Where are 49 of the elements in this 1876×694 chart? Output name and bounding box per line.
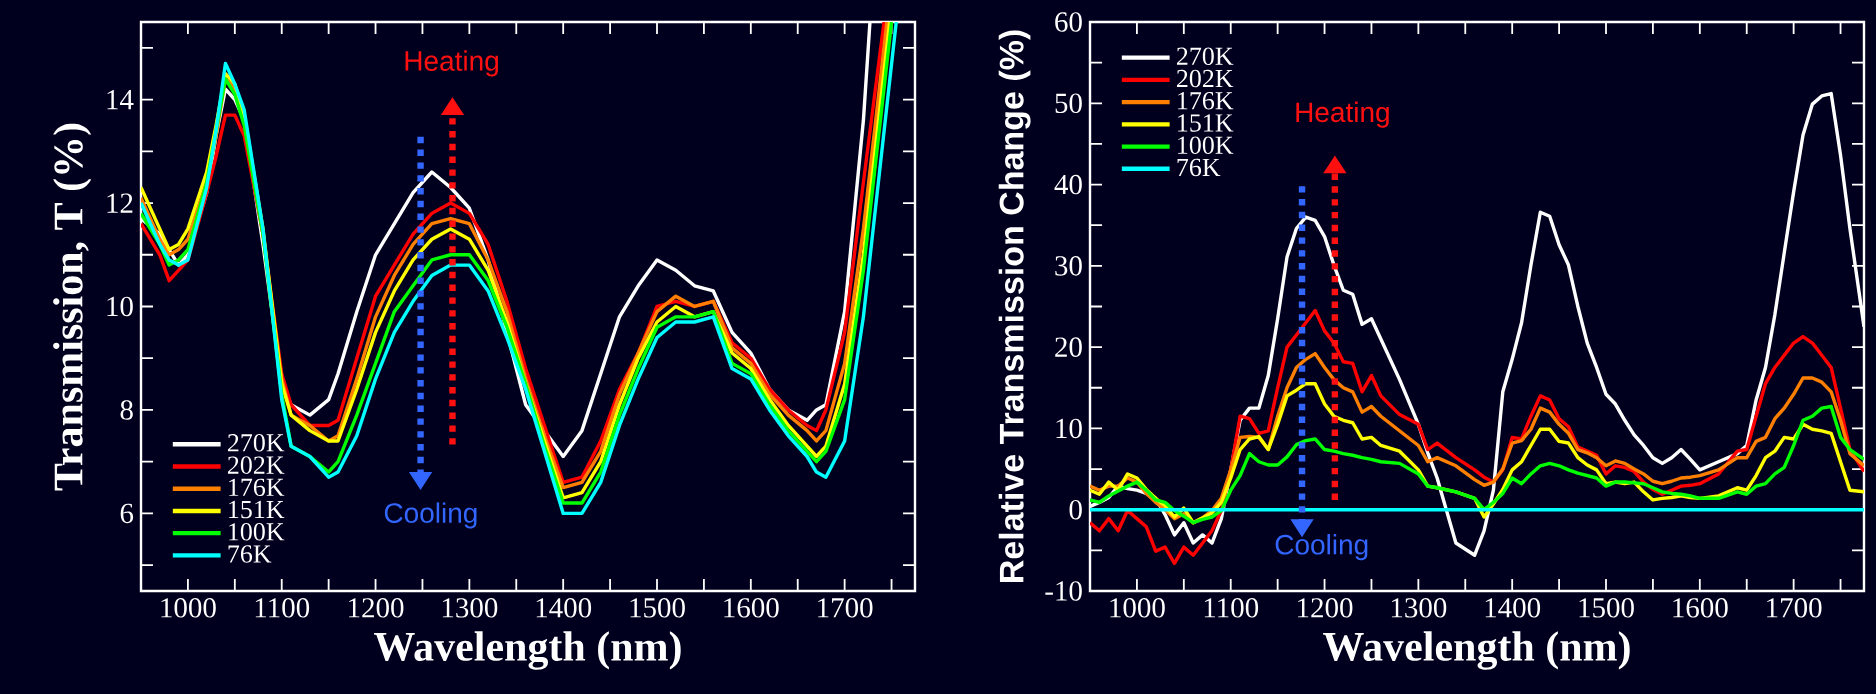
- legend-label: 176K: [229, 478, 285, 497]
- y-tick-label: 6: [120, 503, 134, 524]
- y-tick-label: 50: [1055, 93, 1082, 114]
- x-tick-label: 1100: [1204, 598, 1259, 618]
- annotation: Cooling: [1275, 534, 1368, 561]
- annotation: Heating: [405, 50, 498, 77]
- y-tick-label: 10: [1056, 418, 1082, 439]
- legend-label: 270K: [227, 434, 285, 452]
- y-tick-label: 30: [1055, 256, 1082, 276]
- legend-label: 100K: [229, 523, 285, 541]
- x-tick-label: 1500: [630, 598, 685, 618]
- x-tick-label: 1400: [1485, 598, 1541, 618]
- x-tick-label: 1600: [1673, 598, 1728, 618]
- x-tick-label: 1300: [442, 598, 498, 618]
- x-tick-label: 1300: [1391, 598, 1447, 618]
- x-tick-label: 1200: [1298, 598, 1353, 618]
- y-tick-label: 20: [1055, 337, 1082, 357]
- y-tick-label: 0: [1069, 499, 1082, 520]
- x-tick-label: 1500: [1579, 598, 1634, 618]
- annotation: Cooling: [384, 502, 477, 529]
- y-tick-label: 40: [1054, 174, 1082, 195]
- legend-label: 176K: [1178, 92, 1234, 110]
- y-tick-label: -10: [1045, 581, 1082, 601]
- legend-label: 76K: [228, 545, 272, 563]
- y-axis-title: Transmission, T (%): [53, 123, 92, 491]
- y-axis-title: Relative Transmission Change (%): [998, 30, 1031, 582]
- x-tick-label: 1700: [818, 598, 873, 618]
- y-tick-label: 12: [107, 193, 133, 213]
- legend-label: 270K: [1176, 47, 1234, 66]
- annotation: Heating: [1296, 101, 1389, 128]
- y-tick-label: 14: [107, 89, 134, 110]
- x-axis-title: Wavelength (nm): [374, 631, 681, 670]
- x-tick-label: 1000: [1110, 598, 1165, 618]
- legend-label: 202K: [1176, 69, 1234, 88]
- legend-label: 76K: [1177, 158, 1221, 177]
- x-axis-title: Wavelength (nm): [1323, 631, 1630, 670]
- x-tick-label: 1700: [1767, 598, 1822, 618]
- legend-label: 151K: [229, 500, 285, 519]
- x-tick-label: 1000: [161, 598, 216, 618]
- y-tick-label: 10: [107, 296, 133, 317]
- legend-label: 151K: [1178, 114, 1234, 132]
- legend-label: 100K: [1178, 136, 1234, 154]
- y-tick-label: 8: [120, 400, 133, 420]
- x-tick-label: 1600: [724, 598, 779, 618]
- x-tick-label: 1400: [536, 598, 592, 618]
- x-tick-label: 1100: [255, 598, 310, 618]
- y-tick-label: 60: [1055, 12, 1082, 32]
- x-tick-label: 1200: [349, 598, 404, 618]
- legend-label: 202K: [227, 456, 285, 474]
